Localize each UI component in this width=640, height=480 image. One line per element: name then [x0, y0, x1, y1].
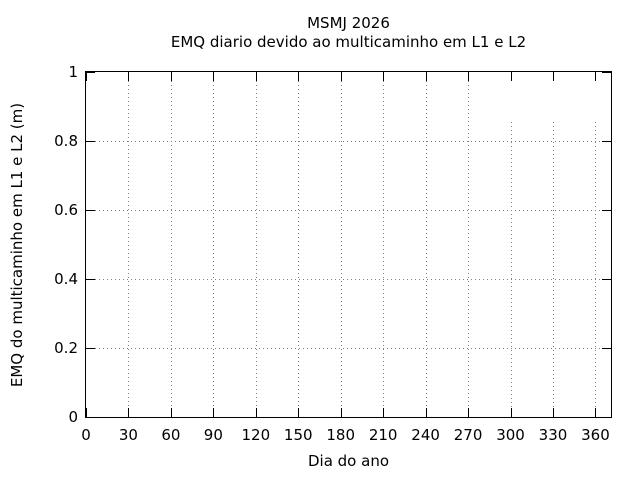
x-tick-label: 360	[581, 426, 610, 444]
y-tick-left	[86, 279, 95, 280]
y-grid-line	[87, 141, 610, 142]
x-tick-bottom	[552, 408, 554, 417]
y-tick-left	[86, 417, 95, 418]
x-tick-label: 270	[453, 426, 483, 444]
x-tick-bottom	[170, 408, 172, 417]
x-grid-line	[552, 122, 554, 416]
x-tick-bottom	[298, 408, 300, 417]
x-tick-top	[255, 72, 257, 81]
y-tick-left	[86, 210, 95, 211]
x-grid-line	[425, 73, 427, 416]
x-tick-bottom	[213, 408, 215, 417]
x-tick-label: 240	[411, 426, 440, 444]
x-tick-label: 30	[118, 426, 138, 444]
y-axis-label: EMQ do multicaminho em L1 e L2 (m)	[8, 102, 26, 388]
y-tick-right	[602, 279, 611, 280]
y-tick-label: 0.8	[54, 132, 78, 150]
x-tick-top	[128, 72, 130, 81]
x-grid-line	[510, 122, 512, 416]
x-tick-bottom	[425, 408, 427, 417]
x-tick-top	[595, 72, 597, 81]
x-tick-bottom	[86, 408, 87, 417]
x-tick-top	[170, 72, 172, 81]
x-grid-line	[340, 73, 342, 416]
y-tick-label: 0.4	[54, 270, 78, 288]
x-tick-label: 150	[283, 426, 313, 444]
x-grid-line	[255, 73, 257, 416]
chart-title-line2: EMQ diario devido ao multicaminho em L1 …	[170, 33, 527, 51]
x-grid-line	[170, 73, 172, 416]
chart-title: MSMJ 2026 EMQ diario devido ao multicami…	[85, 14, 612, 52]
x-tick-top	[552, 72, 554, 81]
x-tick-bottom	[255, 408, 257, 417]
x-grid-line	[298, 73, 300, 416]
y-tick-label: 0	[68, 408, 78, 426]
y-tick-label: 0.6	[54, 201, 78, 219]
x-grid-line	[468, 73, 470, 416]
x-tick-top	[213, 72, 215, 81]
y-grid-line	[87, 348, 610, 349]
x-tick-label: 300	[496, 426, 525, 444]
y-tick-left	[86, 72, 95, 73]
x-tick-label: 0	[81, 426, 91, 444]
x-tick-bottom	[128, 408, 130, 417]
chart-title-line1: MSMJ 2026	[307, 14, 390, 32]
x-tick-top	[510, 72, 512, 81]
y-tick-right	[602, 417, 611, 418]
x-tick-label: 120	[241, 426, 271, 444]
x-tick-label: 90	[203, 426, 223, 444]
y-tick-left	[86, 141, 95, 142]
y-tick-right	[602, 348, 611, 349]
x-tick-bottom	[340, 408, 342, 417]
x-tick-label: 60	[161, 426, 181, 444]
y-tick-right	[602, 72, 611, 73]
y-grid-line	[87, 210, 610, 211]
y-tick-right	[602, 210, 611, 211]
x-tick-bottom	[383, 408, 385, 417]
y-tick-label: 0.2	[54, 339, 78, 357]
x-tick-top	[383, 72, 385, 81]
x-tick-top	[425, 72, 427, 81]
y-tick-right	[602, 141, 611, 142]
x-tick-bottom	[468, 408, 470, 417]
x-tick-top	[340, 72, 342, 81]
x-grid-line	[383, 73, 385, 416]
x-grid-line	[595, 122, 597, 416]
x-grid-line	[128, 73, 130, 416]
x-tick-label: 330	[538, 426, 568, 444]
plot-area	[85, 71, 612, 418]
y-tick-label: 1	[68, 63, 78, 81]
y-tick-left	[86, 348, 95, 349]
x-tick-top	[468, 72, 470, 81]
x-axis-label: Dia do ano	[307, 452, 390, 470]
x-tick-label: 180	[326, 426, 356, 444]
x-tick-top	[86, 72, 87, 81]
x-tick-bottom	[595, 408, 597, 417]
y-grid-line	[87, 279, 610, 280]
x-tick-label: 210	[368, 426, 398, 444]
x-tick-bottom	[510, 408, 512, 417]
x-tick-top	[298, 72, 300, 81]
x-grid-line	[213, 73, 215, 416]
